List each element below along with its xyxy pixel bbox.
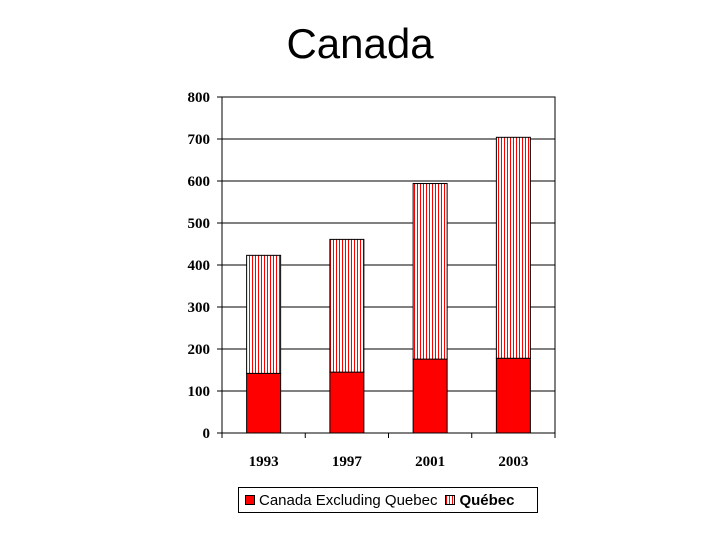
bar-segment-quebec xyxy=(329,238,365,373)
y-tick-label: 0 xyxy=(203,426,211,442)
bar-segment-canada-excluding-quebec xyxy=(412,358,448,434)
x-tick-label: 2001 xyxy=(415,454,445,470)
bar-segment-quebec xyxy=(246,254,282,374)
x-tick-label: 1997 xyxy=(332,454,363,470)
y-tick-label: 300 xyxy=(188,300,211,316)
x-tick-label: 1993 xyxy=(249,454,279,470)
bar-segment-quebec xyxy=(495,136,531,359)
legend: Canada Excluding Quebec Québec xyxy=(238,487,538,513)
y-tick-label: 500 xyxy=(188,216,211,232)
legend-item-canada-excluding-quebec: Canada Excluding Quebec xyxy=(245,492,437,509)
chart-title: Canada xyxy=(286,20,434,67)
legend-swatch-hatch xyxy=(445,495,456,505)
legend-item-quebec: Québec xyxy=(445,491,515,509)
legend-label: Canada Excluding Quebec xyxy=(259,491,438,509)
legend-swatch-solid xyxy=(245,495,255,505)
bar-segment-canada-excluding-quebec xyxy=(246,372,282,434)
y-tick-label: 700 xyxy=(188,132,211,148)
y-tick-label: 800 xyxy=(188,90,211,106)
bar-segment-canada-excluding-quebec xyxy=(495,357,531,434)
y-tick-label: 400 xyxy=(188,258,211,274)
legend-label: Québec xyxy=(459,491,515,509)
bar-segment-quebec xyxy=(412,183,448,360)
y-tick-label: 100 xyxy=(188,384,211,400)
y-tick-label: 200 xyxy=(188,342,211,358)
bar-segment-canada-excluding-quebec xyxy=(329,371,365,434)
x-tick-label: 2003 xyxy=(498,454,528,470)
y-tick-label: 600 xyxy=(188,174,211,190)
